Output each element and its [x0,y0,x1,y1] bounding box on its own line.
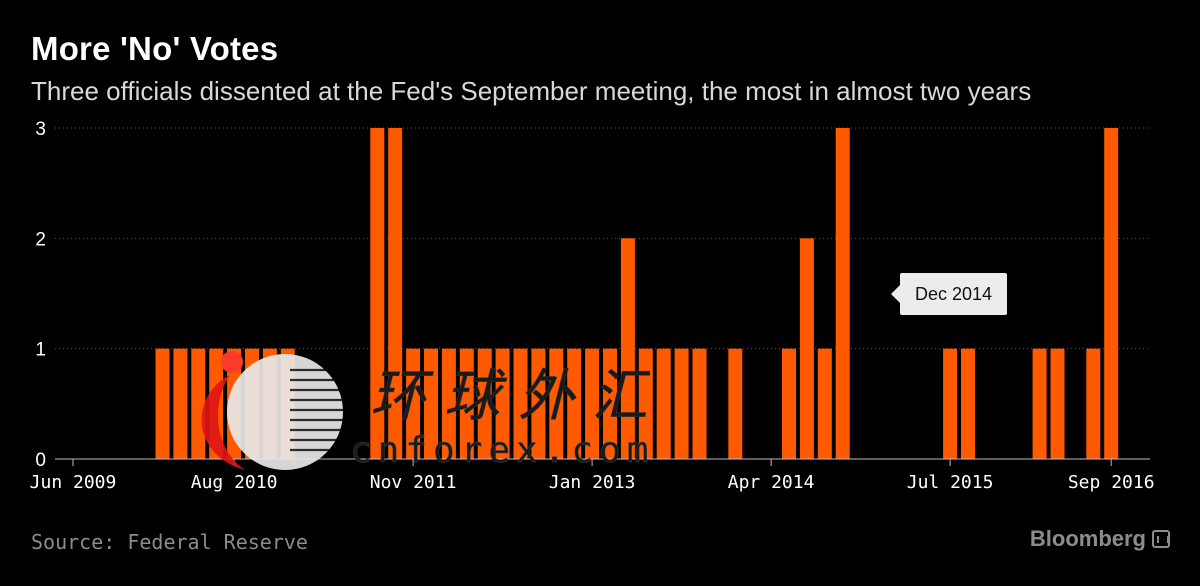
watermark-globe-stripes [290,368,350,452]
watermark-red-crescent [201,375,245,470]
watermark-red-dot [221,351,243,373]
grid-layer [55,127,1150,350]
bar-dec-2011 [424,348,438,459]
bar-may-2013 [620,238,635,459]
bar-sep-2016 [1104,128,1119,459]
bar-mar-2013 [603,348,617,459]
x-tick-label-aug-2010: Aug 2010 [191,472,278,493]
bar-nov-2011 [406,348,421,459]
y-tick-label-1: 1 [35,340,46,361]
x-tick-label-apr-2014: Apr 2014 [728,472,815,493]
bar-mar-2010 [173,348,188,459]
x-tick-label-jul-2015: Jul 2015 [907,472,994,493]
bar-oct-2013 [692,348,707,459]
watermark-cn-text: 环球外汇 [370,364,650,429]
dec-2014-tooltip: Dec 2014 [891,273,1007,315]
watermark-logo: 环球外汇 cnforex.com [201,351,650,471]
bar-sep-2011 [388,128,403,459]
bar-mar-2012 [459,348,474,459]
bar-jul-2014 [799,238,814,459]
bar-oct-2014 [835,128,850,459]
bar-oct-2012 [549,348,564,459]
bar-sep-2015 [961,348,975,459]
watermark-url-text: cnforex.com [350,430,650,471]
bar-apr-2010 [191,348,206,459]
y-tick-label-3: 3 [35,119,46,140]
bar-jun-2012 [495,348,510,459]
watermark-globe [227,354,343,470]
bar-jun-2013 [638,348,653,459]
bar-apr-2016 [1050,348,1065,459]
bar-sep-2013 [674,348,689,459]
bar-layer [155,128,1119,459]
bar-jun-2014 [782,348,796,459]
x-tick-label-sep-2016: Sep 2016 [1068,472,1155,493]
axis-layer: 0 1 2 3 Jun 2009 Aug 2010 Nov 2011 Jan 2013 Apr … [30,119,1155,493]
bar-jan-2012 [441,348,456,459]
bloomberg-chart-icon [1152,530,1170,548]
source-note: Source: Federal Reserve [31,530,308,554]
bar-aug-2012 [513,348,528,459]
chart-title: More 'No' Votes [31,30,279,67]
bar-dec-2012 [567,348,582,459]
bar-sep-2012 [531,348,546,459]
bar-apr-2012 [477,348,492,459]
bar-jan-2013 [585,348,600,459]
bar-jan-2014 [728,348,743,459]
bar-jul-2013 [656,348,671,459]
x-tick-label-jun-2009: Jun 2009 [30,472,117,493]
brand-mark: Bloomberg [1030,526,1170,552]
chart-subtitle: Three officials dissented at the Fed's S… [31,76,1032,106]
bloomberg-logo-text: Bloomberg [1029,526,1146,551]
bar-mar-2016 [1032,348,1047,459]
bar-sep-2014 [817,348,832,459]
bar-jul-2015 [943,348,958,459]
y-tick-label-2: 2 [35,229,46,250]
bar-aug-2011 [370,128,385,459]
bar-jul-2016 [1086,348,1101,459]
y-tick-label-0: 0 [35,450,46,471]
x-tick-label-jan-2013: Jan 2013 [549,472,636,493]
bar-jan-2010 [155,348,170,459]
x-tick-label-nov-2011: Nov 2011 [370,472,457,493]
